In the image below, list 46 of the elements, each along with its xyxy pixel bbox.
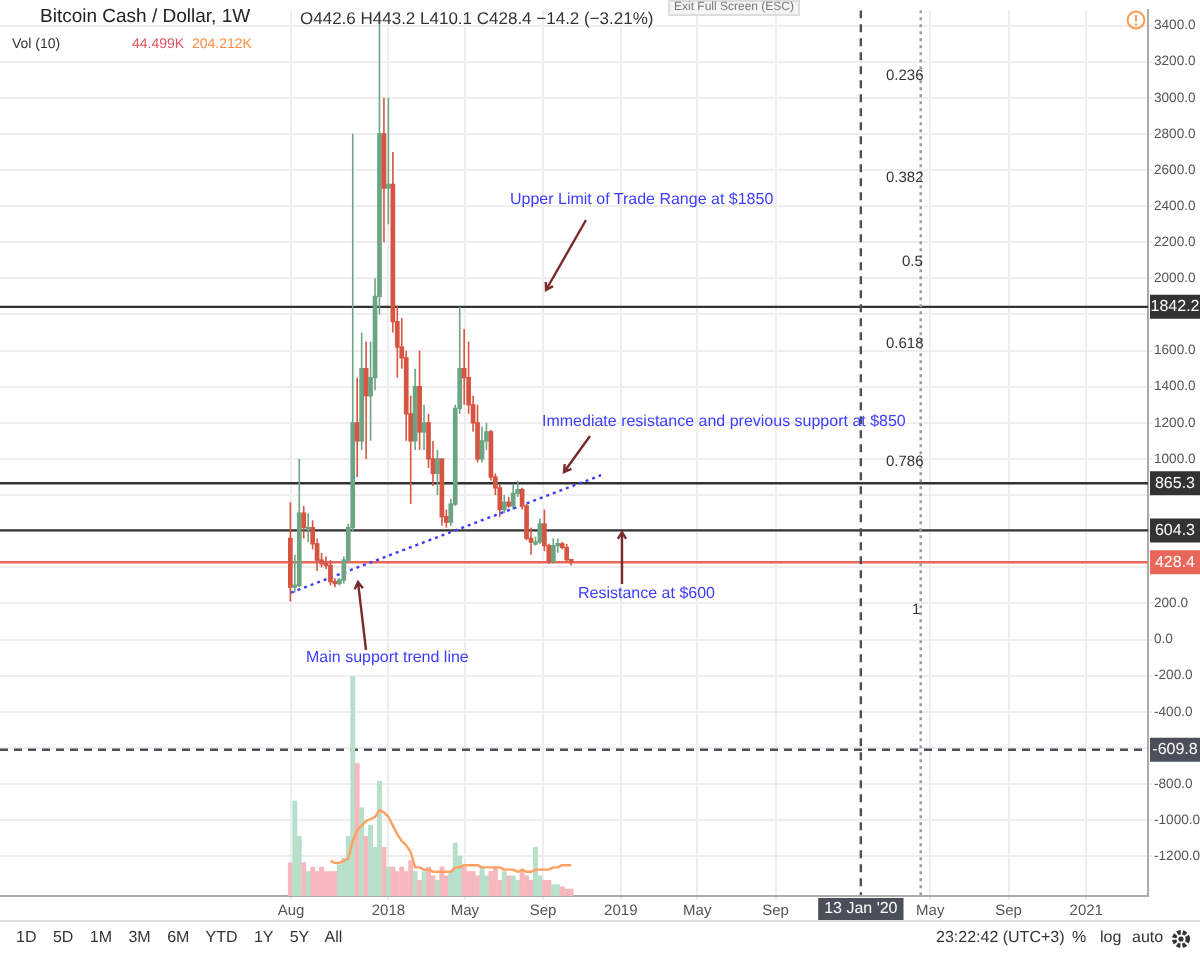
candlestick	[417, 349, 422, 451]
text: log	[1100, 928, 1122, 946]
annotation: Main support trend line	[306, 648, 469, 666]
ref-line-label: 428.4	[1154, 552, 1197, 571]
annotation: Immediate resistance and previous support at $850	[542, 412, 906, 430]
ref-line-label: 1842.2	[1150, 297, 1200, 316]
bar	[301, 862, 307, 896]
candlestick	[461, 328, 467, 406]
text: 23:22:42 (UTC+3)	[936, 928, 1065, 946]
candlestick	[421, 403, 427, 451]
annotation: Upper Limit of Trade Range at $1850	[510, 190, 774, 208]
bar	[515, 879, 521, 896]
bar	[332, 871, 338, 896]
bar	[426, 866, 431, 896]
bar	[292, 800, 298, 896]
bar	[546, 879, 552, 896]
bar	[350, 676, 356, 896]
candlestick	[475, 403, 480, 464]
candlestick	[328, 559, 333, 587]
ref-line-label: -609.8	[1152, 740, 1199, 759]
chart-title: Bitcoin Cash / Dollar, 1W	[40, 6, 251, 28]
ref-line-label: 13 Jan '20	[824, 899, 899, 918]
text: auto	[1132, 928, 1164, 946]
bar	[488, 871, 494, 896]
text: 1D 5D 1M 3M 6M YTD 1Y 5Y All	[16, 928, 343, 946]
candlestick	[301, 505, 307, 540]
bar	[368, 824, 374, 896]
ref-line-label: 865.3	[1154, 473, 1197, 492]
bar	[377, 780, 382, 896]
candlestick	[510, 483, 516, 511]
bar	[475, 875, 480, 896]
candlestick	[564, 543, 570, 563]
bar	[310, 866, 316, 896]
ref-line-label: 604.3	[1154, 520, 1197, 539]
bar	[568, 888, 574, 896]
candlestick	[550, 537, 556, 565]
bar	[417, 879, 423, 896]
text: %	[1072, 928, 1087, 946]
bar	[408, 860, 414, 896]
bar	[390, 866, 396, 896]
candlestick	[435, 449, 440, 496]
annotation: Resistance at $600	[578, 584, 715, 602]
bar	[439, 866, 445, 896]
bar	[359, 807, 365, 896]
bar	[564, 888, 570, 896]
bar	[381, 846, 387, 896]
